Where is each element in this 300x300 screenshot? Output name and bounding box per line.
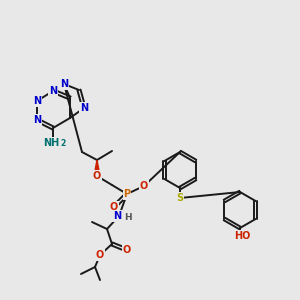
Text: O: O <box>93 171 101 181</box>
Polygon shape <box>94 160 100 176</box>
Text: HO: HO <box>234 231 250 241</box>
Text: S: S <box>176 193 184 203</box>
Text: P: P <box>123 189 130 199</box>
Text: O: O <box>96 250 104 260</box>
Text: N: N <box>60 79 68 89</box>
Text: N: N <box>33 96 41 106</box>
Text: N: N <box>113 211 121 221</box>
Text: N: N <box>33 115 41 125</box>
Text: O: O <box>110 202 118 212</box>
Text: N: N <box>80 103 88 113</box>
Text: O: O <box>140 181 148 191</box>
Text: H: H <box>124 212 132 221</box>
Text: N: N <box>49 86 57 96</box>
Text: 2: 2 <box>60 140 65 148</box>
Text: NH: NH <box>43 138 59 148</box>
Text: O: O <box>123 245 131 255</box>
